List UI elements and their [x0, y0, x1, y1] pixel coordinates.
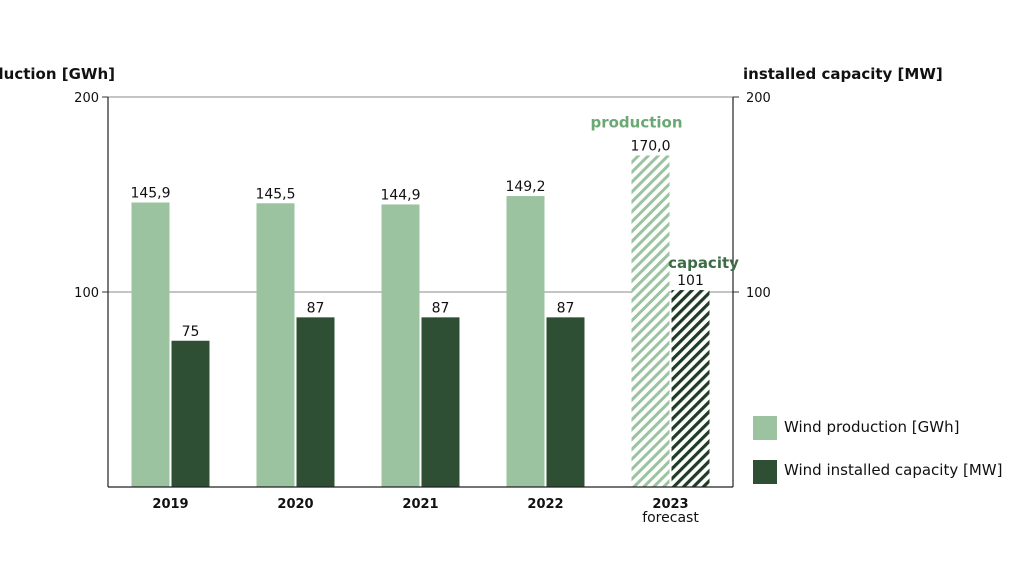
bar-production-2020 [256, 203, 295, 487]
bar-production-2019 [131, 202, 170, 487]
annotation-capacity: capacity [668, 254, 739, 272]
right-axis-title: installed capacity [MW] [743, 65, 943, 83]
category-label-2023: 2023 [652, 497, 688, 512]
data-label-capacity: 75 [182, 324, 200, 340]
bar-capacity-2023 [671, 290, 710, 487]
data-label-production: 144,9 [380, 187, 420, 203]
bar-production-2023 [631, 155, 670, 487]
data-label-capacity: 87 [432, 300, 450, 316]
data-label-capacity: 87 [307, 300, 325, 316]
left-axis-title: production [GWh] [0, 65, 115, 83]
bar-capacity-2020 [296, 317, 335, 487]
legend-swatch-production [753, 416, 777, 440]
data-label-production: 145,5 [255, 186, 295, 202]
left-tick-label: 200 [74, 91, 99, 106]
bar-production-2022 [506, 196, 545, 487]
data-label-production: 145,9 [130, 185, 170, 201]
left-tick-label: 100 [74, 286, 99, 301]
legend: Wind production [GWh] Wind installed cap… [753, 416, 1002, 484]
data-label-production: 170,0 [630, 139, 670, 155]
category-label-2021: 2021 [402, 497, 438, 512]
category-label-2022: 2022 [527, 497, 563, 512]
category-label-2020: 2020 [277, 497, 313, 512]
grid-lines [108, 96, 733, 293]
right-tick-label: 100 [746, 286, 771, 301]
category-label-2019: 2019 [152, 497, 188, 512]
category-sublabel: forecast [642, 510, 699, 526]
bar-production-2021 [381, 204, 420, 487]
legend-label-production: Wind production [GWh] [784, 418, 959, 436]
data-labels: 145,9 75 145,5 87 144,9 87 149,2 87 170,0 101 [130, 139, 703, 340]
data-label-capacity: 87 [557, 300, 575, 316]
bar-capacity-2021 [421, 317, 460, 487]
bar-capacity-2022 [546, 317, 585, 487]
right-tick-label: 200 [746, 91, 771, 106]
bar-capacity-2019 [171, 340, 210, 487]
legend-swatch-capacity [753, 460, 777, 484]
data-label-capacity: 101 [677, 273, 704, 289]
bars [131, 155, 710, 487]
data-label-production: 149,2 [505, 179, 545, 195]
legend-label-capacity: Wind installed capacity [MW] [784, 461, 1002, 479]
annotation-production: production [590, 114, 682, 132]
